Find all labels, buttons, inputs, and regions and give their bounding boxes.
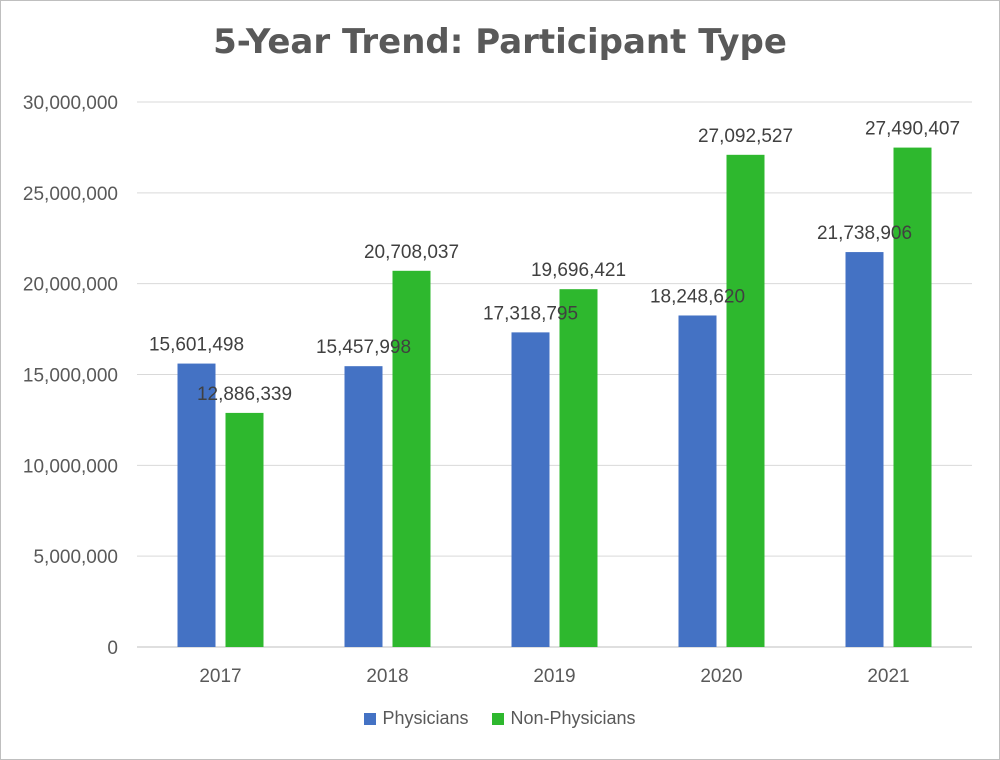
bar-physicians — [678, 315, 717, 647]
y-tick-label: 20,000,000 — [23, 275, 118, 296]
bar-non-physicians — [392, 270, 431, 647]
data-label: 15,457,998 — [316, 337, 411, 358]
data-label: 18,248,620 — [650, 286, 745, 307]
chart-title: 5-Year Trend: Participant Type — [213, 22, 787, 62]
y-tick-label: 5,000,000 — [33, 547, 118, 568]
data-label: 19,696,421 — [531, 260, 626, 281]
y-tick-label: 0 — [107, 638, 118, 659]
bar-non-physicians — [559, 289, 598, 647]
bar-physicians — [344, 366, 383, 647]
y-tick-label: 15,000,000 — [23, 366, 118, 387]
x-tick-label: 2021 — [867, 666, 909, 687]
x-tick-label: 2018 — [366, 666, 408, 687]
y-tick-label: 10,000,000 — [23, 456, 118, 477]
data-label: 27,490,407 — [865, 119, 960, 140]
data-label: 12,886,339 — [197, 384, 292, 405]
y-tick-label: 25,000,000 — [23, 184, 118, 205]
x-tick-label: 2017 — [199, 666, 241, 687]
y-tick-label: 30,000,000 — [23, 93, 118, 114]
legend-item-non-physicians: Non-Physicians — [492, 708, 636, 729]
legend-swatch-physicians — [364, 712, 377, 725]
data-label: 27,092,527 — [698, 126, 793, 147]
legend-label-physicians: Physicians — [382, 708, 469, 728]
bar-non-physicians — [726, 154, 765, 647]
bar-physicians — [511, 332, 550, 647]
data-label: 17,318,795 — [483, 303, 578, 324]
legend-swatch-non-physicians — [492, 712, 505, 725]
legend: Physicians Non-Physicians — [0, 708, 1000, 729]
bar-non-physicians — [225, 412, 264, 647]
bar-non-physicians — [893, 147, 932, 647]
data-label: 20,708,037 — [364, 242, 459, 263]
data-label: 21,738,906 — [817, 223, 912, 244]
data-label: 15,601,498 — [149, 335, 244, 356]
bar-physicians — [845, 252, 884, 647]
x-tick-label: 2019 — [533, 666, 575, 687]
bar-physicians — [177, 363, 216, 647]
x-tick-label: 2020 — [700, 666, 742, 687]
legend-item-physicians: Physicians — [364, 708, 468, 729]
legend-label-non-physicians: Non-Physicians — [510, 708, 636, 728]
